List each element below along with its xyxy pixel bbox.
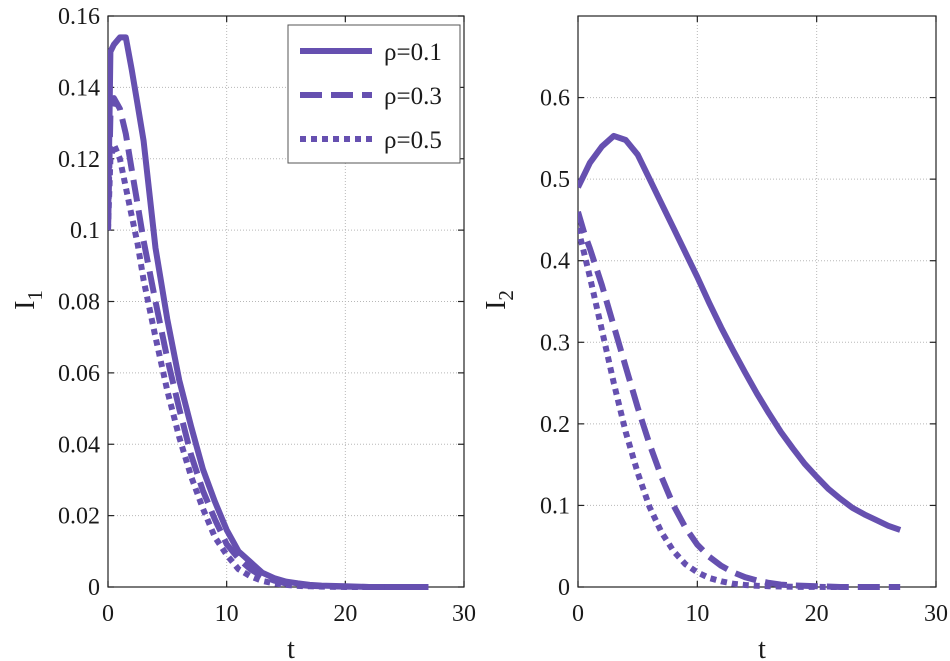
y-tick-label: 0.5 xyxy=(540,167,570,193)
series-line-dash xyxy=(578,210,901,590)
y-tick-label: 0.3 xyxy=(540,330,570,356)
legend: ρ=0.1 ρ=0.3 ρ=0.5 xyxy=(287,24,461,164)
legend-label: ρ=0.5 xyxy=(384,127,442,154)
y-tick-label: 0.14 xyxy=(58,75,100,101)
y-tick-label: 0.16 xyxy=(58,4,100,30)
x-tick-label: 30 xyxy=(452,601,476,627)
y-tick-label: 0.1 xyxy=(540,493,570,519)
legend-label: ρ=0.1 xyxy=(384,39,442,66)
y-tick-label: 0 xyxy=(558,575,570,601)
y-tick-label: 0.04 xyxy=(58,432,100,458)
x-tick-label: 0 xyxy=(102,601,114,627)
y-tick-label: 0.4 xyxy=(540,249,570,275)
chart-panel-1: 0 10 20 30 0 0.02 0.04 0.06 0.08 0.1 0.12 0.14 0.16 t… xyxy=(10,4,476,661)
y-tick-label: 0.08 xyxy=(58,290,100,316)
y-axis-label: I1 xyxy=(10,290,47,310)
y-tick-label: 0.02 xyxy=(58,504,100,530)
y-tick-label: 0 xyxy=(88,575,100,601)
y-tick-label: 0.1 xyxy=(70,218,100,244)
x-tick-label: 20 xyxy=(805,601,829,627)
legend-label: ρ=0.3 xyxy=(384,83,442,110)
y-axis-label: I2 xyxy=(481,290,518,310)
x-tick-label: 10 xyxy=(215,601,239,627)
series-line-dot xyxy=(578,227,841,590)
x-axis-label: t xyxy=(758,634,766,661)
y-tick-label: 0.12 xyxy=(58,147,100,173)
y-tick-label: 0.6 xyxy=(540,86,570,112)
x-tick-label: 10 xyxy=(685,601,709,627)
series-line-dot xyxy=(108,141,429,590)
x-axis-label: t xyxy=(287,634,295,661)
series-line-dash xyxy=(108,95,429,590)
chart-panel-2: 0 10 20 30 0 0.1 0.2 0.3 0.4 0.5 0.6 t I2 xyxy=(481,15,948,661)
y-tick-label: 0.2 xyxy=(540,412,570,438)
x-tick-label: 30 xyxy=(924,601,948,627)
plot-frame xyxy=(577,15,937,588)
y-tick-label: 0.06 xyxy=(58,361,100,387)
x-tick-label: 20 xyxy=(333,601,357,627)
x-tick-label: 0 xyxy=(572,601,584,627)
series-line-solid xyxy=(578,132,902,533)
